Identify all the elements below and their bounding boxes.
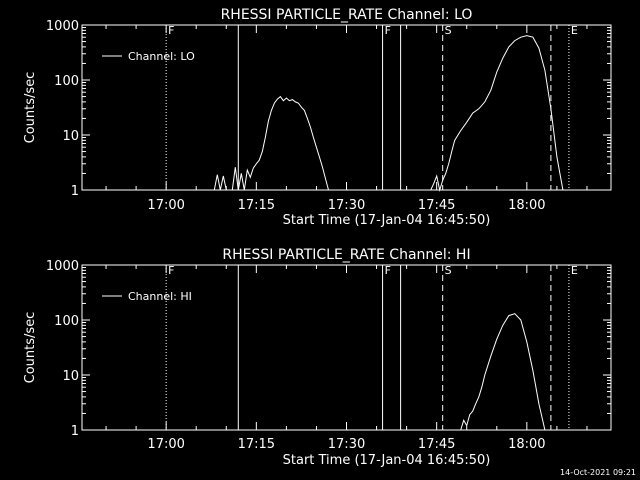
marker-label: E [571, 264, 578, 277]
x-tick-label: 17:00 [147, 198, 184, 213]
series-line [430, 35, 564, 192]
series-line [460, 313, 546, 431]
y-axis-label: Counts/sec [23, 72, 38, 144]
marker-label: E [571, 24, 578, 37]
y-tick-label: 100 [54, 74, 79, 89]
x-axis-label: Start Time (17-Jan-04 16:45:50) [283, 213, 491, 228]
x-axis-label: Start Time (17-Jan-04 16:45:50) [283, 453, 491, 468]
legend-label: Channel: HI [128, 290, 192, 303]
chart-title: RHESSI PARTICLE_RATE Channel: HI [222, 247, 470, 263]
y-tick-label: 1000 [46, 19, 79, 34]
x-tick-label: 18:00 [508, 198, 545, 213]
y-tick-label: 1 [71, 424, 79, 439]
y-tick-label: 1000 [46, 259, 79, 274]
marker-label: F [385, 264, 391, 277]
x-tick-label: 17:45 [418, 437, 455, 452]
y-axis-label: Counts/sec [23, 312, 38, 384]
x-tick-label: 17:30 [328, 437, 365, 452]
y-tick-label: 10 [62, 129, 79, 144]
y-tick-label: 1 [71, 184, 79, 199]
marker-label: S [445, 264, 452, 277]
x-tick-label: 17:45 [418, 198, 455, 213]
y-tick-label: 100 [54, 314, 79, 329]
timestamp-footer: 14-Oct-2021 09:21 [560, 468, 636, 477]
x-tick-label: 17:15 [238, 198, 275, 213]
legend-label: Channel: LO [128, 50, 195, 63]
x-tick-label: 18:00 [508, 437, 545, 452]
marker-label: F [168, 264, 174, 277]
x-tick-label: 17:15 [238, 437, 275, 452]
panel-lo: RHESSI PARTICLE_RATE Channel: LO 1 10 100 10… [23, 7, 612, 228]
x-tick-label: 17:30 [328, 198, 365, 213]
series-line [213, 174, 227, 191]
x-tick-label: 17:00 [147, 437, 184, 452]
marker-label: S [445, 24, 452, 37]
chart-title: RHESSI PARTICLE_RATE Channel: LO [221, 7, 473, 23]
series-line [231, 95, 329, 191]
marker-label: F [385, 24, 391, 37]
marker-label: F [168, 24, 174, 37]
panel-hi: RHESSI PARTICLE_RATE Channel: HI 1 10 100 10… [23, 247, 612, 468]
y-tick-label: 10 [62, 369, 79, 384]
